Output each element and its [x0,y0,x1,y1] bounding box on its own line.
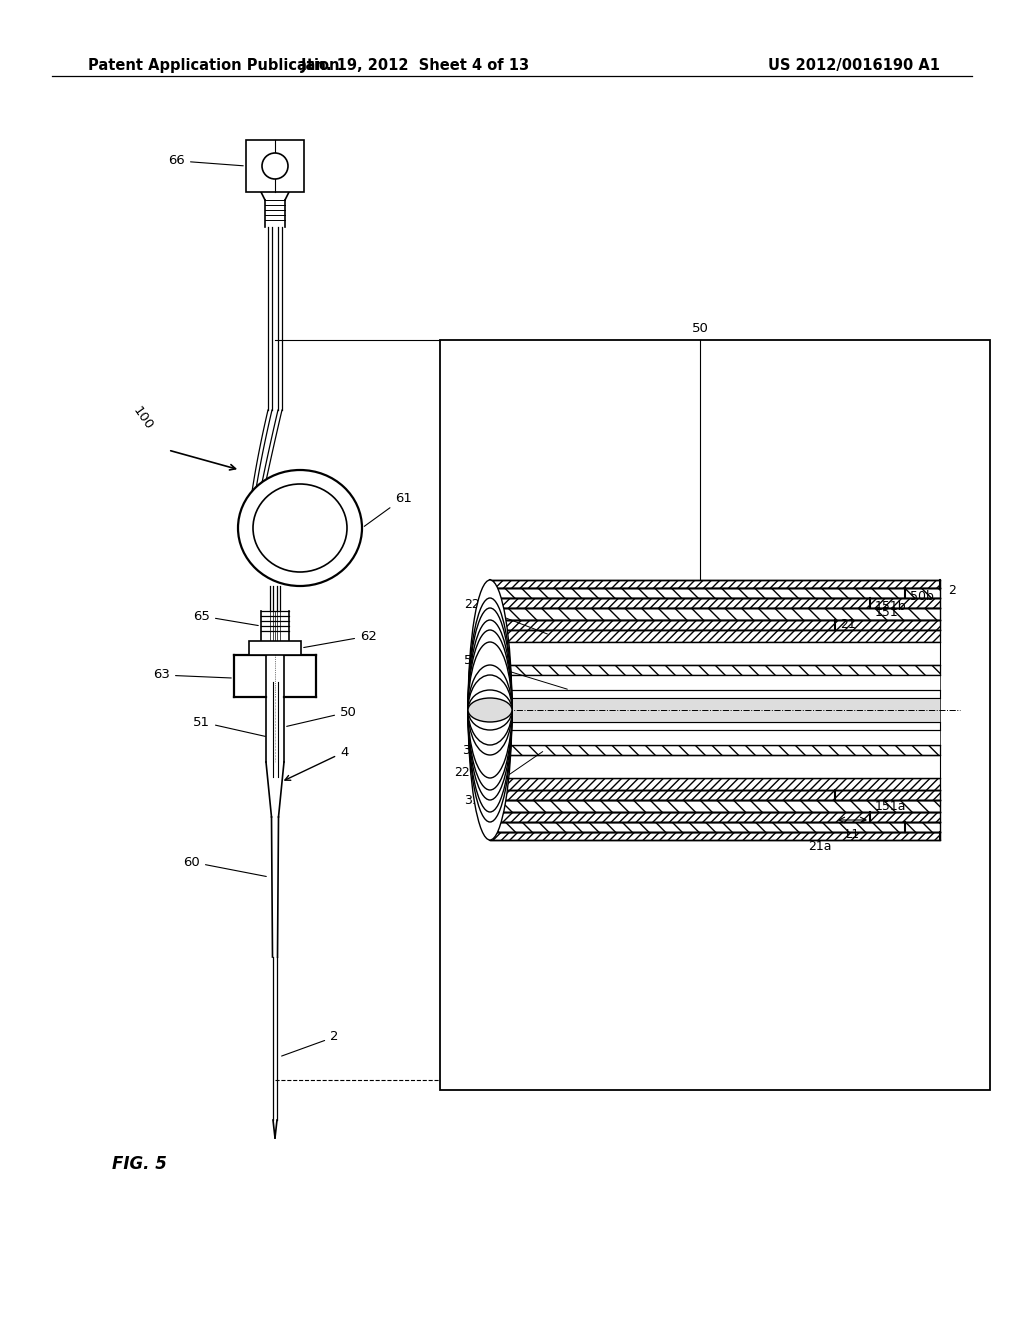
Polygon shape [490,812,940,822]
Polygon shape [490,755,940,777]
Text: 51: 51 [464,653,567,689]
Text: 2: 2 [948,583,955,597]
Text: 100: 100 [130,404,155,432]
Text: 50b: 50b [910,590,934,602]
Polygon shape [490,630,940,642]
Text: 151: 151 [874,606,899,619]
Ellipse shape [253,484,347,572]
Polygon shape [490,609,940,620]
Polygon shape [490,579,940,587]
Text: 21a: 21a [808,840,831,853]
Polygon shape [490,789,940,800]
Text: 66: 66 [168,154,244,168]
Text: 22a: 22a [455,767,478,780]
Polygon shape [490,730,940,744]
Polygon shape [490,722,940,730]
Ellipse shape [468,579,512,840]
Polygon shape [490,777,940,789]
Text: 21: 21 [840,619,856,631]
Polygon shape [490,690,940,698]
Polygon shape [490,675,940,690]
Polygon shape [490,598,940,609]
Text: L1: L1 [846,828,859,841]
Ellipse shape [468,665,512,755]
Polygon shape [490,587,940,598]
Text: 31: 31 [464,751,543,807]
Text: 50: 50 [691,322,709,335]
Text: 51: 51 [193,715,265,737]
Polygon shape [490,832,940,840]
Polygon shape [490,642,940,665]
Text: 63: 63 [154,668,231,681]
Text: 60: 60 [183,855,266,876]
Ellipse shape [468,630,512,789]
Ellipse shape [238,470,362,586]
Polygon shape [490,665,940,675]
Ellipse shape [468,598,512,822]
Polygon shape [490,698,940,722]
Polygon shape [490,800,940,812]
Text: 2: 2 [282,1031,339,1056]
Text: 22: 22 [464,598,548,634]
Text: 62: 62 [304,630,377,648]
Text: 65: 65 [194,610,258,626]
Polygon shape [490,620,940,630]
Circle shape [262,153,288,180]
Text: FIG. 5: FIG. 5 [112,1155,167,1173]
Text: 30: 30 [462,743,478,756]
Text: 151b: 151b [874,599,906,612]
Text: 61: 61 [365,491,412,527]
Text: Jan. 19, 2012  Sheet 4 of 13: Jan. 19, 2012 Sheet 4 of 13 [300,58,529,73]
Ellipse shape [468,698,512,722]
Polygon shape [490,822,940,832]
Bar [440,341,990,1090]
Ellipse shape [468,620,512,800]
Ellipse shape [468,675,512,744]
Polygon shape [490,744,940,755]
Text: 151a: 151a [874,800,906,813]
Text: 50: 50 [287,705,357,726]
Bar [246,140,304,191]
Text: US 2012/0016190 A1: US 2012/0016190 A1 [768,58,940,73]
Bar [249,642,301,655]
Ellipse shape [468,642,512,777]
Ellipse shape [468,609,512,812]
Text: 4: 4 [285,746,348,780]
Ellipse shape [468,690,512,730]
Text: Patent Application Publication: Patent Application Publication [88,58,340,73]
